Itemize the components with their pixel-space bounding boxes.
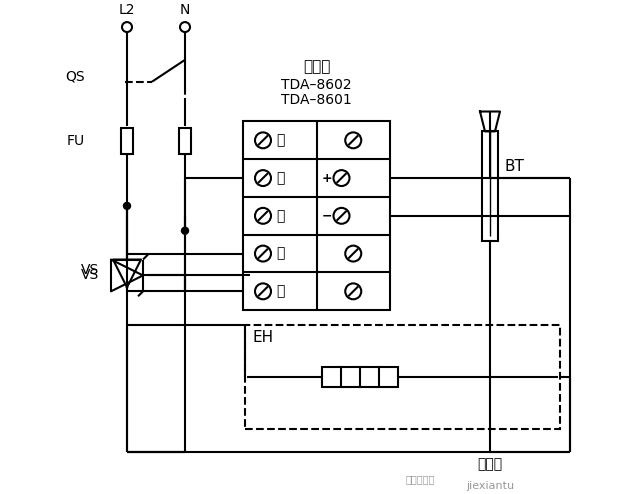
Text: 控温炉: 控温炉 [477, 457, 502, 471]
Text: −: − [321, 209, 332, 222]
Bar [482, 131, 498, 241]
Text: 低: 低 [276, 209, 284, 223]
Text: 接线板: 接线板 [303, 59, 330, 74]
Text: jiexiantu: jiexiantu [466, 481, 514, 491]
Circle shape [124, 203, 131, 209]
Bar [121, 128, 133, 154]
Text: N: N [180, 3, 190, 17]
Text: BT: BT [504, 159, 524, 174]
Text: TDA–8601: TDA–8601 [281, 92, 352, 107]
Text: 总: 总 [276, 171, 284, 185]
Circle shape [182, 227, 189, 234]
Text: VS: VS [81, 268, 99, 283]
Text: +: + [321, 171, 332, 185]
Text: EH: EH [253, 330, 274, 345]
Text: FU: FU [67, 134, 85, 148]
Text: L2: L2 [119, 3, 135, 17]
Text: 高: 高 [276, 133, 284, 147]
Text: 头条号资料: 头条号资料 [405, 474, 435, 484]
Bar [243, 122, 390, 310]
Text: 中: 中 [276, 247, 284, 260]
Text: QS: QS [65, 70, 85, 84]
Text: VS: VS [81, 263, 99, 278]
Bar [322, 368, 398, 387]
Bar [245, 325, 560, 429]
Bar [179, 128, 191, 154]
Text: 相: 相 [276, 285, 284, 298]
Text: TDA–8602: TDA–8602 [281, 78, 352, 92]
